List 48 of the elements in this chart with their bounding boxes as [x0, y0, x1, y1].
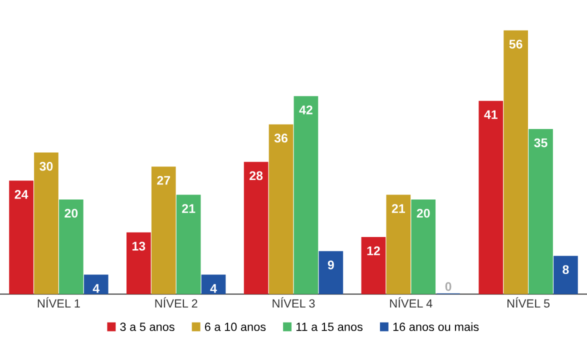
- bar: [478, 100, 504, 294]
- bar: [59, 199, 84, 294]
- x-tick-label: NÍVEL 5: [508, 297, 550, 308]
- bar: [201, 274, 226, 294]
- data-label: 9: [328, 260, 334, 270]
- data-label: 0: [445, 282, 452, 291]
- data-label: 4: [92, 284, 100, 293]
- x-tick-label: NÍVEL 1: [38, 297, 80, 308]
- legend-label: 11 a 15 anos: [296, 322, 363, 332]
- data-label: 27: [157, 176, 170, 185]
- data-label: 30: [40, 162, 53, 171]
- data-label: 21: [182, 204, 196, 213]
- data-label: 20: [64, 208, 78, 218]
- x-tick-label: NÍVEL 2: [155, 297, 198, 308]
- legend-label: 6 a 10 anos: [204, 322, 266, 332]
- x-tick-label: NÍVEL 3: [272, 297, 315, 308]
- data-label: 36: [274, 134, 288, 143]
- data-label: 20: [416, 208, 430, 218]
- bar: [84, 274, 108, 294]
- data-label: 21: [392, 204, 406, 213]
- data-label: 28: [250, 171, 263, 180]
- data-label: 42: [299, 105, 312, 114]
- data-label: 13: [132, 242, 146, 251]
- bar: [554, 256, 578, 294]
- bar: [34, 152, 58, 294]
- legend-label: 16 anos ou mais: [393, 322, 479, 332]
- bar: [528, 129, 553, 294]
- bar: [9, 180, 34, 294]
- data-label: 56: [509, 40, 522, 49]
- data-label: 4: [210, 284, 217, 293]
- data-label: 24: [14, 190, 28, 199]
- bar: [268, 124, 294, 294]
- data-label: 8: [562, 265, 569, 274]
- bar: [318, 251, 344, 294]
- data-label: 35: [534, 138, 548, 148]
- bar: [504, 30, 528, 294]
- legend-label: 3 a 5 anos: [120, 322, 174, 332]
- data-label: 12: [367, 246, 380, 256]
- x-tick-label: NÍVEL 4: [390, 297, 432, 308]
- bar: [411, 199, 436, 294]
- bar: [386, 194, 411, 294]
- bar: [361, 237, 386, 294]
- bar: [126, 232, 151, 294]
- data-label: 41: [484, 110, 498, 119]
- bar: [294, 96, 318, 294]
- bar: [151, 166, 176, 294]
- bar: [244, 162, 268, 294]
- bar: [176, 194, 201, 294]
